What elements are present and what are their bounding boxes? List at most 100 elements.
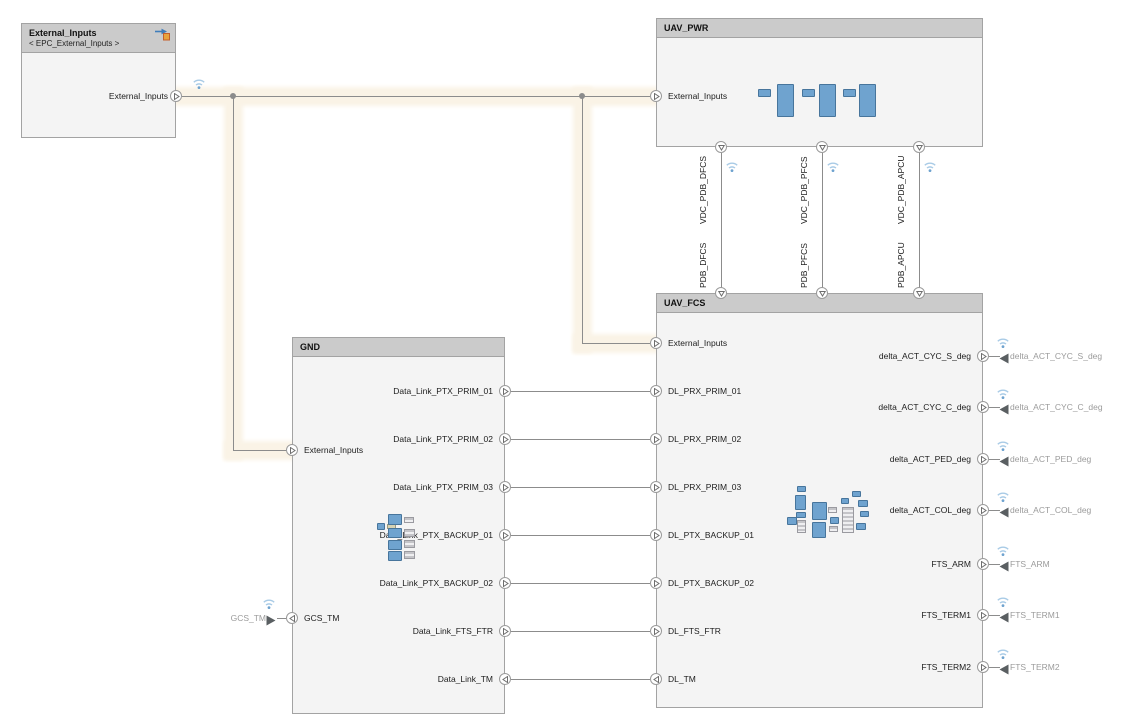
block-uav-fcs[interactable]: UAV_FCS <box>656 293 983 708</box>
input-port-gnd-external-inputs[interactable] <box>286 444 298 456</box>
wire-external-inputs-main[interactable] <box>182 96 650 97</box>
subsystem-preview-shape <box>787 517 797 525</box>
block-gnd[interactable]: GND <box>292 337 505 714</box>
input-port-pdb-apcu[interactable] <box>913 287 925 299</box>
wire-delta-act-ped-stub[interactable] <box>989 459 1000 460</box>
wire-delta-act-col-stub[interactable] <box>989 510 1000 511</box>
port-label: Data_Link_PTX_PRIM_01 <box>393 386 493 396</box>
output-port-fts-term2[interactable] <box>977 661 989 673</box>
block-uav-fcs-header: UAV_FCS <box>657 294 982 313</box>
output-port-gcs-tm[interactable] <box>286 612 298 624</box>
output-port-data-link-ptx-backup-02[interactable] <box>499 577 511 589</box>
hidden-connection-arrow-icon <box>999 559 1009 577</box>
subsystem-preview-shape <box>829 526 838 532</box>
input-port-fcs-external-inputs[interactable] <box>650 337 662 349</box>
wire-delta-act-cyc-s-stub[interactable] <box>989 356 1000 357</box>
wire-vdc-pdb-pfcs[interactable] <box>822 153 823 288</box>
port-label: Data_Link_PTX_BACKUP_02 <box>379 578 493 588</box>
wire-dl-prx-prim-02[interactable] <box>511 439 650 440</box>
subsystem-preview-shape <box>758 89 771 97</box>
subsystem-preview-shape <box>802 89 815 97</box>
subsystem-preview-shape <box>404 551 415 559</box>
wire-vdc-pdb-dfcs[interactable] <box>721 153 722 288</box>
external-signal-label: delta_ACT_CYC_C_deg <box>1010 402 1103 412</box>
output-port-data-link-ptx-backup-01[interactable] <box>499 529 511 541</box>
output-port-delta-act-col[interactable] <box>977 504 989 516</box>
subsystem-preview-shape <box>797 520 806 533</box>
wireless-signal-icon <box>996 387 1010 405</box>
output-port-fts-term1[interactable] <box>977 609 989 621</box>
output-port-vdc-pdb-pfcs[interactable] <box>816 141 828 153</box>
output-port-delta-act-cyc-c[interactable] <box>977 401 989 413</box>
output-port-delta-act-ped[interactable] <box>977 453 989 465</box>
output-port-data-link-ptx-prim-01[interactable] <box>499 385 511 397</box>
port-label: DL_PRX_PRIM_03 <box>668 482 742 492</box>
input-port-dl-prx-prim-01[interactable] <box>650 385 662 397</box>
port-label: DL_PRX_PRIM_02 <box>668 434 742 444</box>
block-uav-pwr[interactable]: UAV_PWR <box>656 18 983 147</box>
output-port-data-link-fts-ftr[interactable] <box>499 625 511 637</box>
port-label: delta_ACT_PED_deg <box>889 454 971 464</box>
wire-dl-prx-prim-01[interactable] <box>511 391 650 392</box>
output-port-dl-tm[interactable] <box>650 673 662 685</box>
input-port-pdb-pfcs[interactable] <box>816 287 828 299</box>
output-port-vdc-pdb-dfcs[interactable] <box>715 141 727 153</box>
hidden-connection-arrow-icon <box>999 454 1009 472</box>
output-port-delta-act-cyc-s[interactable] <box>977 350 989 362</box>
port-label: FTS_TERM2 <box>921 662 971 672</box>
port-label: External_Inputs <box>304 445 364 455</box>
subsystem-preview-shape <box>404 529 415 537</box>
input-port-dl-ptx-backup-01[interactable] <box>650 529 662 541</box>
wire-external-inputs-branch-gnd[interactable] <box>233 96 234 451</box>
subsystem-preview-shape <box>828 507 837 513</box>
output-port-data-link-ptx-prim-03[interactable] <box>499 481 511 493</box>
wire-fts-term1-stub[interactable] <box>989 615 1000 616</box>
wire-dl-fts-ftr[interactable] <box>511 631 650 632</box>
output-port-vdc-pdb-apcu[interactable] <box>913 141 925 153</box>
wire-gcs-tm-stub[interactable] <box>277 618 286 619</box>
model-reference-badge-icon[interactable] <box>154 27 171 45</box>
wire-external-inputs-branch-fcs[interactable] <box>582 96 583 343</box>
input-port-dl-ptx-backup-02[interactable] <box>650 577 662 589</box>
wireless-signal-icon <box>192 77 206 95</box>
subsystem-preview-shape <box>819 84 836 117</box>
wire-branch-dot <box>230 93 236 99</box>
subsystem-preview-shape <box>812 502 827 520</box>
input-port-uav-pwr-external-inputs[interactable] <box>650 90 662 102</box>
external-signal-label: FTS_TERM2 <box>1010 662 1060 672</box>
input-port-dl-fts-ftr[interactable] <box>650 625 662 637</box>
input-port-dl-prx-prim-03[interactable] <box>650 481 662 493</box>
wire-fts-arm-stub[interactable] <box>989 564 1000 565</box>
wire-dl-ptx-backup-02[interactable] <box>511 583 650 584</box>
port-label: DL_PTX_BACKUP_01 <box>668 530 754 540</box>
wire-external-inputs-branch-gnd[interactable] <box>233 450 287 451</box>
output-port-data-link-ptx-prim-02[interactable] <box>499 433 511 445</box>
block-type-label: < EPC_External_Inputs > <box>29 39 120 48</box>
signal-label-pdb-apcu: PDB_APCU <box>896 242 906 288</box>
port-label: FTS_TERM1 <box>921 610 971 620</box>
wire-dl-ptx-backup-01[interactable] <box>511 535 650 536</box>
output-port-fts-arm[interactable] <box>977 558 989 570</box>
subsystem-preview-shape <box>388 514 402 525</box>
output-port-external-inputs[interactable] <box>170 90 182 102</box>
signal-label-vdc-pdb-pfcs: VDC_PDB_PFCS <box>799 156 809 224</box>
input-port-dl-prx-prim-02[interactable] <box>650 433 662 445</box>
wire-delta-act-cyc-c-stub[interactable] <box>989 407 1000 408</box>
subsystem-preview-shape <box>843 89 856 97</box>
subsystem-preview-shape <box>860 511 869 517</box>
wire-dl-prx-prim-03[interactable] <box>511 487 650 488</box>
hidden-connection-arrow-icon <box>999 610 1009 628</box>
block-external-inputs[interactable]: External_Inputs < EPC_External_Inputs > <box>21 23 176 138</box>
wire-dl-tm[interactable] <box>511 679 650 680</box>
input-port-pdb-dfcs[interactable] <box>715 287 727 299</box>
subsystem-preview-shape <box>388 540 402 550</box>
port-label: DL_PTX_BACKUP_02 <box>668 578 754 588</box>
input-port-data-link-tm[interactable] <box>499 673 511 685</box>
wireless-signal-icon <box>826 160 840 178</box>
wire-fts-term2-stub[interactable] <box>989 667 1000 668</box>
wire-vdc-pdb-apcu[interactable] <box>919 153 920 288</box>
wire-external-inputs-branch-fcs[interactable] <box>582 343 650 344</box>
wireless-signal-icon <box>996 647 1010 665</box>
subsystem-preview-shape <box>388 528 402 538</box>
